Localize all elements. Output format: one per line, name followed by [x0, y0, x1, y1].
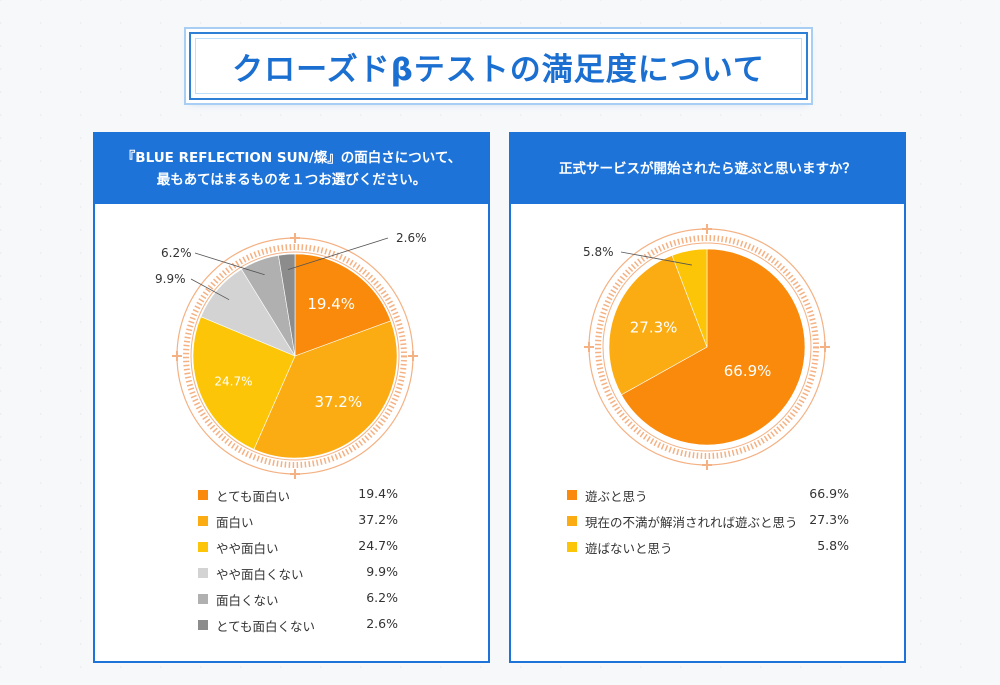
- legend-value: 24.7%: [358, 538, 398, 553]
- legend-satisfaction: とても面白い 19.4% 面白い 37.2% やや面白い 24.7% やや面白くない 9.9%…: [198, 484, 398, 640]
- legend-item: 面白くない 6.2%: [198, 588, 398, 614]
- legend-value: 19.4%: [358, 486, 398, 501]
- legend-label: やや面白くない: [216, 567, 304, 582]
- slice-callout-label: 9.9%: [155, 272, 186, 286]
- legend-value: 27.3%: [809, 512, 849, 527]
- panel-header: 『BLUE REFLECTION SUN/燦』の面白さについて、 最もあてはまる…: [95, 134, 488, 204]
- pie-slice: [621, 248, 806, 446]
- legend-label: 遊ばないと思う: [585, 541, 673, 556]
- legend-item: 現在の不満が解消されれば遊ぶと思う 27.3%: [567, 510, 849, 536]
- callout-line: [190, 278, 230, 301]
- ring-cross-mark: [820, 342, 830, 352]
- page-title: クローズドβテストの満足度について: [232, 51, 765, 88]
- callout-line: [287, 237, 389, 270]
- legend-item: やや面白い 24.7%: [198, 536, 398, 562]
- legend-swatch: [198, 594, 208, 604]
- ring-cross-mark: [408, 351, 418, 361]
- callout-line: [194, 252, 265, 276]
- decorative-ring: [172, 233, 418, 479]
- slice-data-label: 66.9%: [724, 362, 772, 380]
- legend-item: 遊ばないと思う 5.8%: [567, 536, 849, 562]
- pie-chart-play-intent: 66.9% 27.3% 5.8%: [583, 224, 830, 470]
- legend-label: 現在の不満が解消されれば遊ぶと思う: [585, 515, 798, 530]
- slice-data-label: 19.4%: [307, 295, 355, 313]
- legend-label: 遊ぶと思う: [585, 489, 648, 504]
- legend-item: 遊ぶと思う 66.9%: [567, 484, 849, 510]
- legend-item: 面白い 37.2%: [198, 510, 398, 536]
- legend-swatch: [198, 620, 208, 630]
- legend-label: とても面白い: [216, 489, 291, 504]
- legend-value: 9.9%: [366, 564, 398, 579]
- ring-cross-mark: [584, 342, 594, 352]
- slice-callout-label: 2.6%: [396, 231, 427, 245]
- ring-cross-mark: [702, 224, 712, 234]
- panel-header: 正式サービスが開始されたら遊ぶと思いますか？: [511, 134, 904, 204]
- legend-swatch: [567, 516, 577, 526]
- legend-value: 2.6%: [366, 616, 398, 631]
- decorative-ring: [584, 224, 830, 470]
- title-banner: クローズドβテストの満足度について: [189, 32, 808, 100]
- legend-label: やや面白い: [216, 541, 279, 556]
- pie-slice: [294, 253, 392, 357]
- pie-slice: [278, 253, 296, 357]
- slice-callout-label: 5.8%: [583, 245, 614, 259]
- legend-label: 面白い: [216, 515, 254, 530]
- pie-slice: [253, 320, 398, 459]
- legend-swatch: [198, 542, 208, 552]
- satisfaction-panel: 『BLUE REFLECTION SUN/燦』の面白さについて、 最もあてはまる…: [93, 132, 490, 663]
- pie-chart-satisfaction: 19.4% 37.2% 24.7% 9.9% 6.2% 2.6%: [155, 231, 427, 479]
- ring-cross-mark: [702, 460, 712, 470]
- legend-label: 面白くない: [216, 593, 279, 608]
- pie-slice: [192, 316, 296, 450]
- question-line-2: 最もあてはまるものを１つお選びください。: [156, 172, 427, 188]
- legend-label: とても面白くない: [216, 619, 316, 634]
- legend-play-intent: 遊ぶと思う 66.9% 現在の不満が解消されれば遊ぶと思う 27.3% 遊ばないと思う 5…: [567, 484, 849, 562]
- legend-value: 37.2%: [358, 512, 398, 527]
- legend-swatch: [567, 490, 577, 500]
- legend-value: 66.9%: [809, 486, 849, 501]
- ring-cross-mark: [290, 233, 300, 243]
- play-intent-panel: 正式サービスが開始されたら遊ぶと思いますか？ 66.9% 27.3% 5.8% 遊ぶ…: [509, 132, 906, 663]
- slice-data-label: 24.7%: [214, 375, 252, 389]
- pie-slice: [671, 248, 708, 348]
- slice-data-label: 37.2%: [314, 393, 362, 411]
- legend-value: 5.8%: [817, 538, 849, 553]
- legend-item: とても面白くない 2.6%: [198, 614, 398, 640]
- ring-cross-mark: [290, 469, 300, 479]
- slice-data-label: 27.3%: [630, 319, 678, 337]
- legend-item: やや面白くない 9.9%: [198, 562, 398, 588]
- pie-slice: [608, 255, 708, 396]
- slice-callout-label: 6.2%: [161, 246, 192, 260]
- legend-item: とても面白い 19.4%: [198, 484, 398, 510]
- callout-line: [620, 251, 692, 266]
- legend-swatch: [198, 490, 208, 500]
- question-line-1: 『BLUE REFLECTION SUN/燦』の面白さについて、: [121, 150, 462, 166]
- question-line-1: 正式サービスが開始されたら遊ぶと思いますか？: [559, 161, 856, 177]
- legend-swatch: [198, 516, 208, 526]
- ring-cross-mark: [172, 351, 182, 361]
- legend-value: 6.2%: [366, 590, 398, 605]
- legend-swatch: [198, 568, 208, 578]
- legend-swatch: [567, 542, 577, 552]
